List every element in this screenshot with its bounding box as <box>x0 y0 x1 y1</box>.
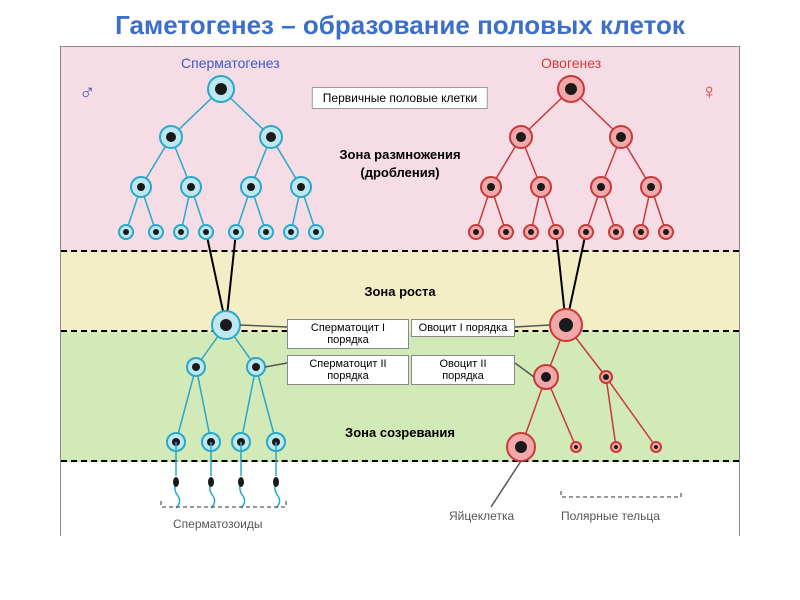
cell-order-label: Овоцит II порядка <box>411 355 515 385</box>
zone-label: Первичные половые клетки <box>312 87 488 109</box>
zone-label: Зона размножения <box>339 147 460 162</box>
result-label: Яйцеклетка <box>449 509 514 523</box>
process-header: Сперматогенез <box>181 55 280 71</box>
cell-order-label: Овоцит I порядка <box>411 319 515 337</box>
sex-symbol: ♂ <box>79 79 96 105</box>
page-title: Гаметогенез – образование половых клеток <box>0 0 800 46</box>
cell-order-label: Сперматоцит I порядка <box>287 319 409 349</box>
zone-label: Зона роста <box>364 284 435 299</box>
zone-label: Зона созревания <box>345 425 455 440</box>
result-label: Сперматозоиды <box>173 517 262 531</box>
process-header: Овогенез <box>541 55 601 71</box>
gametogenesis-diagram: Сперматогенез Овогенез ♂ ♀ Первичные половые… <box>60 46 740 536</box>
cell-order-label: Сперматоцит II порядка <box>287 355 409 385</box>
result-label: Полярные тельца <box>561 509 660 523</box>
zone-label: (дробления) <box>360 165 439 180</box>
sex-symbol: ♀ <box>701 79 718 105</box>
